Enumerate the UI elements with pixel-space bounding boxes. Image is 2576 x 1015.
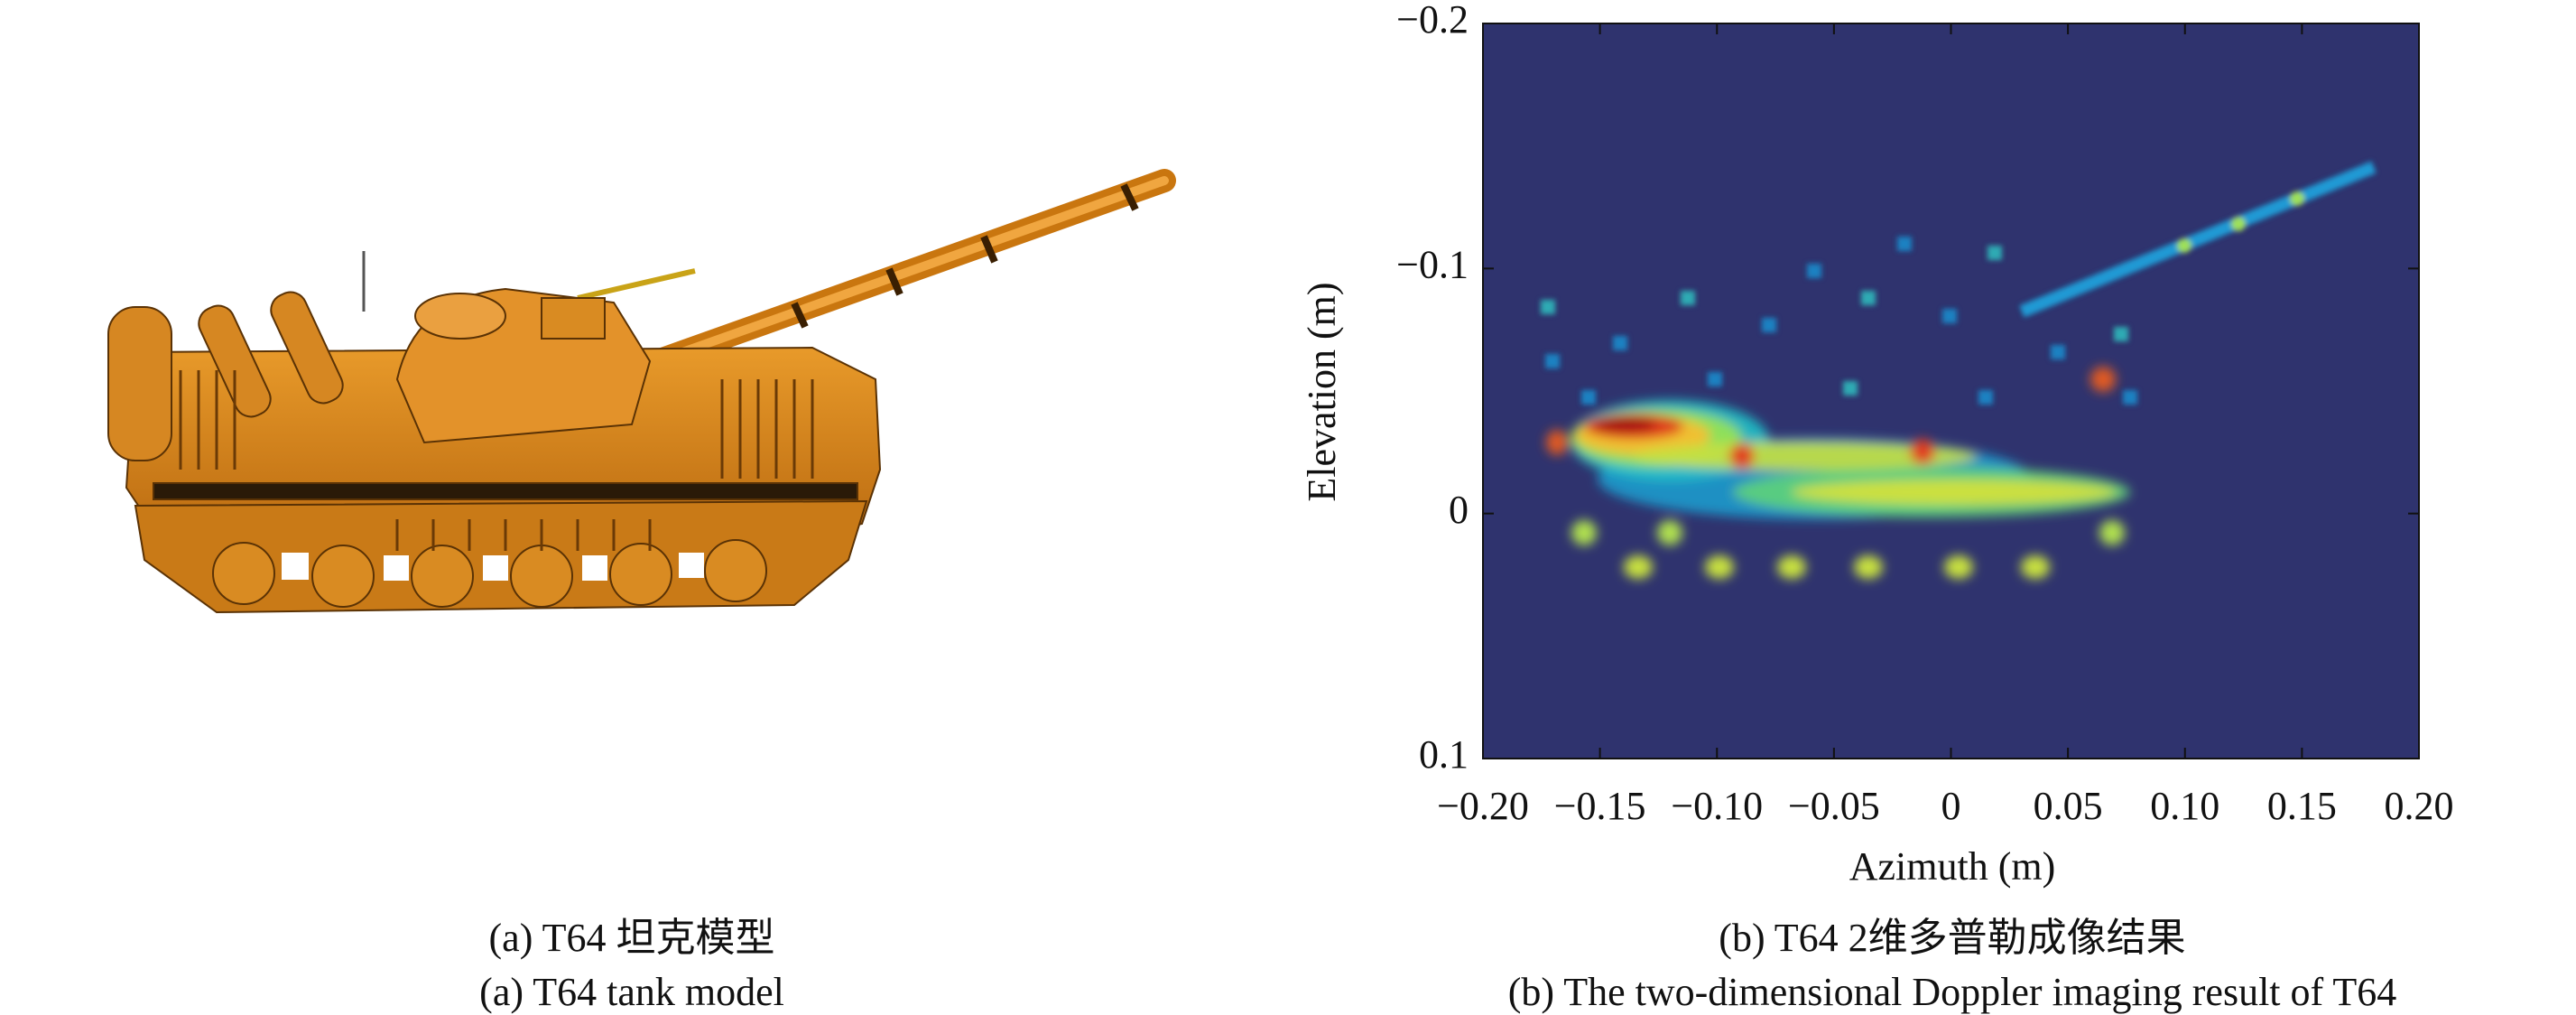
heat-dot <box>1978 390 1993 405</box>
heat-blob <box>2099 520 2125 545</box>
heat-dot <box>1897 237 1912 251</box>
x-tick-label: −0.20 <box>1437 784 1529 828</box>
heat-blob <box>1944 555 1973 579</box>
heat-dot <box>1613 336 1627 350</box>
barrel-return <box>2019 161 2377 318</box>
heat-blob <box>1854 555 1883 579</box>
x-tick-label: −0.05 <box>1788 784 1880 828</box>
x-axis-label: Azimuth (m) <box>1849 844 2056 889</box>
heat-dot <box>1807 264 1821 278</box>
y-tick-label: −0.2 <box>1396 0 1469 42</box>
caption-en: (a) T64 tank model <box>479 970 784 1014</box>
heat-blob <box>1634 442 1977 470</box>
heat-blob <box>1777 555 1806 579</box>
heat-dot <box>1541 300 1555 314</box>
heat-dot <box>1942 309 1957 323</box>
x-tick-label: 0.10 <box>2150 784 2219 828</box>
heat-blob <box>1910 439 1935 464</box>
x-tick-label: 0.20 <box>2385 784 2454 828</box>
x-tick-label: −0.15 <box>1554 784 1646 828</box>
heat-dot <box>2177 238 2191 253</box>
axes: −0.20 −0.15 −0.10 −0.05 0 0.05 0.10 0.15 0.20−0.… <box>1396 0 2453 828</box>
heat-blob <box>1546 430 1568 455</box>
heat-blob <box>1571 520 1597 545</box>
y-axis-label: Elevation (m) <box>1300 282 1344 501</box>
heat-blob <box>2021 555 2050 579</box>
heat-blob <box>1729 443 1755 469</box>
y-tick-label: 0 <box>1449 488 1469 532</box>
heat-dot <box>2231 217 2246 231</box>
caption-zh: (a) T64 坦克模型 <box>489 916 775 960</box>
tank-illustration <box>107 169 1176 614</box>
heat-blob <box>1792 480 2117 505</box>
x-tick-label: 0.15 <box>2267 784 2337 828</box>
x-tick-label: 0.05 <box>2034 784 2103 828</box>
heat-dot <box>2290 191 2304 206</box>
caption-zh: (b) T64 2维多普勒成像结果 <box>1719 916 2185 960</box>
plot-area <box>1482 23 2420 759</box>
y-tick-label: 0.1 <box>1419 732 1469 777</box>
heat-dot <box>1708 372 1722 386</box>
heat-blob <box>1657 520 1682 545</box>
heat-dot <box>1581 390 1596 405</box>
heat-blob <box>2090 367 2116 392</box>
heat-detail <box>1541 161 2377 405</box>
heat-blob <box>1624 555 1653 579</box>
heat-dot <box>1843 381 1858 396</box>
heat-dot <box>1681 291 1695 305</box>
heatmap <box>1541 161 2377 579</box>
heat-dot <box>1861 291 1876 305</box>
caption-en: (b) The two-dimensional Doppler imaging … <box>1508 970 2397 1014</box>
heat-dot <box>1988 246 2002 260</box>
x-tick-label: 0 <box>1941 784 1961 828</box>
heat-glow <box>1546 367 2130 579</box>
x-tick-label: −0.10 <box>1671 784 1763 828</box>
heat-dot <box>2123 390 2137 405</box>
heat-dot <box>1762 318 1776 332</box>
y-tick-label: −0.1 <box>1396 242 1469 286</box>
heat-dot <box>1545 354 1560 368</box>
heat-blob <box>1705 555 1734 579</box>
heat-blob <box>1593 417 1656 432</box>
heat-dot <box>2114 327 2128 341</box>
heat-dot <box>2051 345 2065 359</box>
